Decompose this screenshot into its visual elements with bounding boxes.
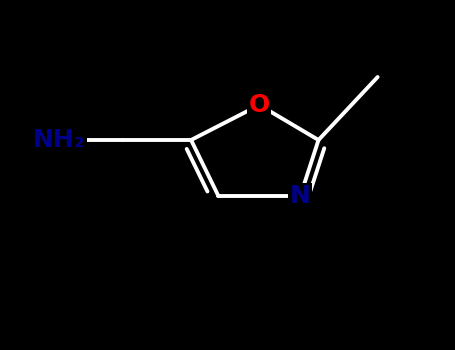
Text: O: O [249, 93, 270, 117]
Text: N: N [290, 184, 311, 208]
Text: NH₂: NH₂ [33, 128, 86, 152]
